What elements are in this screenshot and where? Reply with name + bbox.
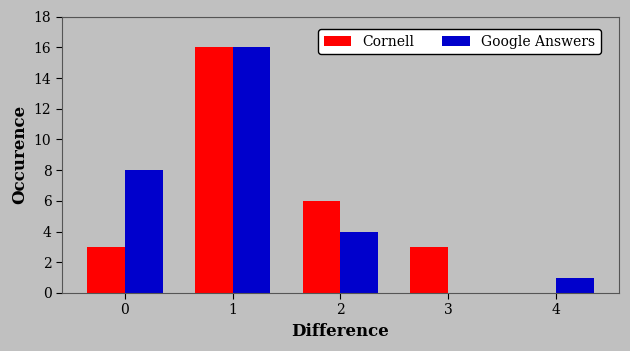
Bar	[232, 47, 270, 293]
Y-axis label: Occurence: Occurence	[11, 105, 28, 204]
Bar	[302, 201, 340, 293]
Bar	[87, 247, 125, 293]
Bar	[340, 232, 378, 293]
Bar	[556, 278, 593, 293]
X-axis label: Difference: Difference	[292, 323, 389, 340]
Legend: Cornell, Google Answers: Cornell, Google Answers	[318, 29, 601, 54]
Bar	[410, 247, 448, 293]
Bar	[195, 47, 232, 293]
Bar	[125, 170, 163, 293]
